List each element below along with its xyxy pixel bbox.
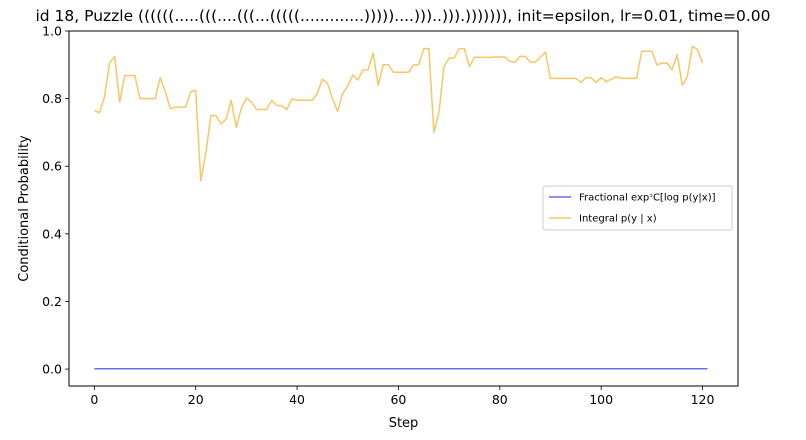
chart-title: id 18, Puzzle ((((((.....(((....(((...((… [35, 7, 770, 25]
y-tick-label: 1.0 [42, 24, 62, 39]
y-axis: 0.0 0.2 0.4 0.6 0.8 1.0 [42, 24, 69, 377]
y-tick-label: 0.8 [42, 91, 62, 106]
x-tick-label: 120 [691, 392, 715, 407]
x-tick-label: 40 [289, 392, 305, 407]
legend-label-integral: Integral p(y | x) [579, 214, 657, 225]
x-tick-label: 60 [390, 392, 406, 407]
x-tick-label: 80 [492, 392, 508, 407]
plot-area [94, 45, 708, 370]
y-tick-label: 0.2 [42, 294, 62, 309]
y-tick-label: 0.6 [42, 159, 62, 174]
axes-frame [68, 30, 739, 387]
y-axis-label: Conditional Probability [17, 135, 32, 282]
y-tick-label: 0.4 [42, 226, 62, 241]
x-axis: 0 20 40 60 80 100 120 [90, 386, 714, 407]
x-axis-label: Step [389, 416, 419, 431]
x-tick-label: 20 [188, 392, 204, 407]
x-tick-label: 0 [90, 392, 98, 407]
series-line-integral [94, 45, 704, 182]
x-tick-label: 100 [589, 392, 613, 407]
legend: Fractional expᵓC[log p(y|x)] Integral p(… [542, 185, 733, 231]
legend-label-fractional: Fractional expᵓC[log p(y|x)] [579, 193, 716, 204]
y-tick-label: 0.0 [42, 362, 62, 377]
legend-box [542, 185, 733, 231]
